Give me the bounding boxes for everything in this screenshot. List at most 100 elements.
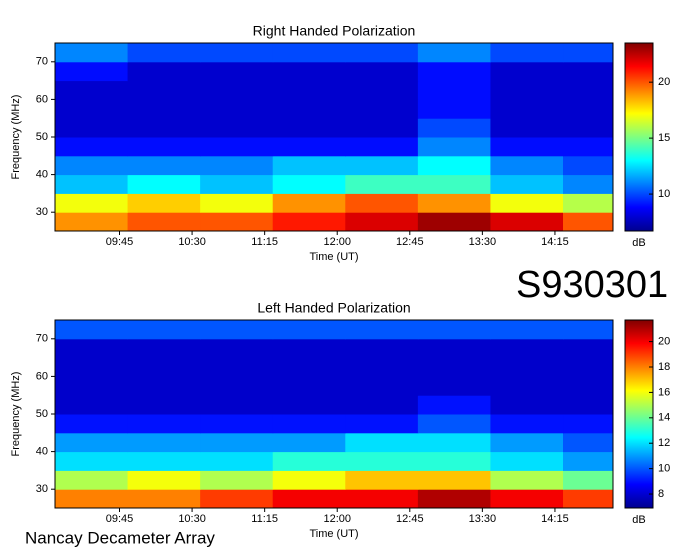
y-axis-label: Frequency (MHz) — [10, 372, 22, 457]
colorbar — [624, 319, 654, 509]
heatmap-cell — [272, 357, 346, 377]
heatmap-cell — [417, 80, 491, 100]
heatmap-cell — [55, 212, 129, 232]
heatmap-cell — [127, 43, 201, 63]
heatmap-cell — [563, 61, 614, 82]
heatmap-cell — [55, 395, 129, 415]
heatmap-cell — [127, 338, 201, 359]
heatmap-cell — [345, 193, 419, 213]
heatmap-cell — [55, 99, 129, 119]
heatmap-cell — [272, 155, 346, 176]
heatmap-cell — [345, 155, 419, 176]
heatmap-cell — [417, 357, 491, 377]
heatmap-cell — [200, 118, 274, 138]
heatmap-cell — [55, 357, 129, 377]
heatmap-cell — [490, 193, 564, 213]
heatmap-cell — [272, 193, 346, 213]
heatmap-cell — [55, 80, 129, 100]
heatmap-cell — [563, 489, 614, 509]
heatmap-cell — [127, 414, 201, 434]
y-tick-label: 60 — [36, 370, 48, 382]
heatmap-cell — [272, 212, 346, 232]
heatmap-cell — [345, 338, 419, 359]
heatmap-cell — [127, 470, 201, 490]
y-tick-label: 50 — [36, 408, 48, 420]
heatmap-cell — [127, 320, 201, 340]
heatmap-cell — [200, 174, 274, 194]
x-tick-label: 12:45 — [396, 513, 424, 525]
heatmap-cell — [490, 174, 564, 194]
heatmap-cell — [200, 137, 274, 157]
heatmap-cell — [55, 137, 129, 157]
heatmap-cell — [563, 357, 614, 377]
x-tick-label: 10:30 — [178, 513, 206, 525]
colorbar-tick-label: 10 — [658, 188, 670, 200]
caption: Nancay Decameter Array — [25, 528, 215, 547]
heatmap-cell — [272, 451, 346, 471]
heatmap-cell — [200, 155, 274, 176]
x-tick-label: 12:00 — [323, 236, 351, 248]
y-tick-label: 40 — [36, 169, 48, 181]
heatmap-cell — [563, 43, 614, 63]
x-tick-label: 11:15 — [251, 513, 278, 525]
heatmap-cell — [563, 155, 614, 176]
heatmap-cell — [417, 470, 491, 490]
heatmap-cell — [55, 61, 129, 82]
heatmap-cell — [55, 193, 129, 213]
heatmap-cell — [272, 174, 346, 194]
heatmap-cell — [345, 320, 419, 340]
heatmap-cell — [417, 395, 491, 415]
heatmap-cell — [490, 155, 564, 176]
heatmap-cell — [272, 414, 346, 434]
heatmap-cell — [563, 338, 614, 359]
heatmap-cell — [272, 470, 346, 490]
heatmap-cell — [490, 489, 564, 509]
x-axis-label: Time (UT) — [309, 251, 358, 263]
heatmap-cell — [127, 432, 201, 453]
heatmap-cell — [127, 212, 201, 232]
heatmap-cell — [490, 395, 564, 415]
heatmap-cell — [272, 376, 346, 396]
heatmap-cell — [417, 489, 491, 509]
heatmap-cell — [563, 118, 614, 138]
heatmap-cell — [563, 320, 614, 340]
colorbar-tick-label: 20 — [658, 336, 670, 348]
heatmap-cell — [55, 118, 129, 138]
x-tick-label: 12:00 — [323, 513, 351, 525]
y-tick-label: 60 — [36, 93, 48, 105]
x-axis-label: Time (UT) — [309, 528, 358, 540]
x-tick-label: 14:15 — [541, 236, 569, 248]
heatmap-cell — [200, 376, 274, 396]
y-tick-label: 50 — [36, 131, 48, 143]
heatmap-cell — [490, 451, 564, 471]
heatmap-cell — [345, 43, 419, 63]
heatmap-cell — [55, 451, 129, 471]
x-tick-label: 11:15 — [251, 236, 278, 248]
panel-title: Left Handed Polarization — [257, 300, 410, 316]
heatmap-cell — [200, 414, 274, 434]
heatmap-cell — [200, 212, 274, 232]
heatmap-cell — [200, 320, 274, 340]
heatmap-cell — [417, 338, 491, 359]
heatmap-cell — [417, 193, 491, 213]
heatmap-cell — [490, 99, 564, 119]
heatmap-cell — [563, 414, 614, 434]
heatmap-cell — [417, 414, 491, 434]
heatmap-cell — [563, 80, 614, 100]
colorbar-tick-label: 14 — [658, 412, 670, 424]
heatmap-cell — [490, 80, 564, 100]
heatmap-cell — [417, 43, 491, 63]
heatmap-cell — [272, 432, 346, 453]
y-tick-label: 40 — [36, 446, 48, 458]
heatmap-cell — [490, 212, 564, 232]
heatmap-cell — [563, 451, 614, 471]
heatmap-cell — [417, 212, 491, 232]
heatmap-cell — [127, 193, 201, 213]
heatmap-cell — [200, 451, 274, 471]
x-tick-label: 10:30 — [178, 236, 206, 248]
heatmap-cell — [55, 338, 129, 359]
y-tick-label: 70 — [36, 56, 48, 68]
heatmap-cell — [345, 137, 419, 157]
heatmap-cell — [55, 376, 129, 396]
